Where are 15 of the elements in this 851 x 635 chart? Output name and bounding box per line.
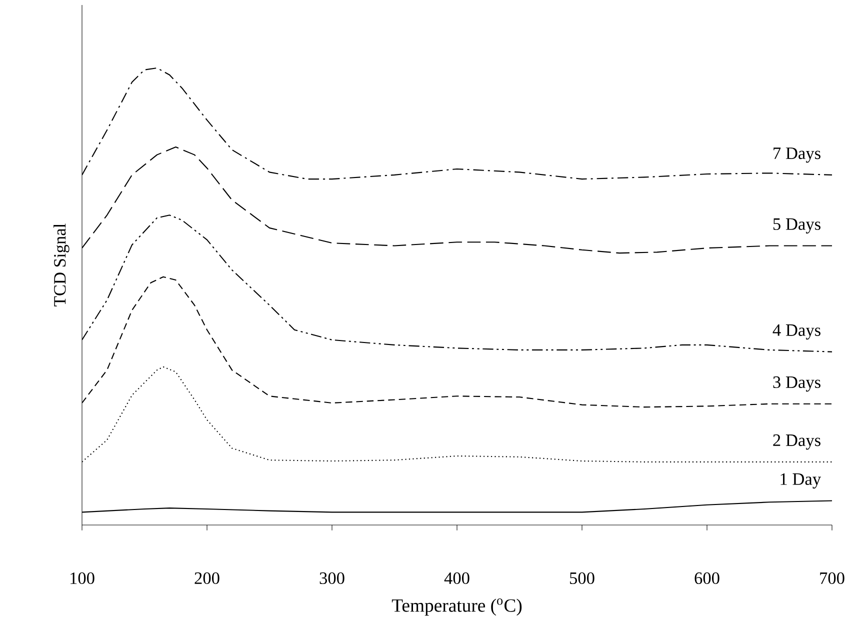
y-axis-title: TCD Signal [54, 224, 70, 306]
x-tick-label: 500 [570, 572, 594, 584]
series-label: 5 Days [773, 218, 820, 234]
x-tick-label: 100 [70, 572, 94, 584]
x-tick-label: 700 [820, 572, 844, 584]
series-label: 3 Days [773, 376, 820, 392]
x-axis-title: Temperature ($^{o}$C) [392, 598, 522, 616]
x-tick-label: 600 [694, 572, 720, 584]
x-tick-label: 300 [320, 572, 344, 584]
series-label: 1 Day [780, 473, 821, 488]
series-label: 7 Days [774, 148, 820, 163]
x-tick-label: 200 [194, 572, 220, 584]
series-label: 2 Days [773, 434, 820, 450]
x-tick-label: 400 [444, 572, 470, 584]
series-label: 4 Days [772, 324, 820, 340]
